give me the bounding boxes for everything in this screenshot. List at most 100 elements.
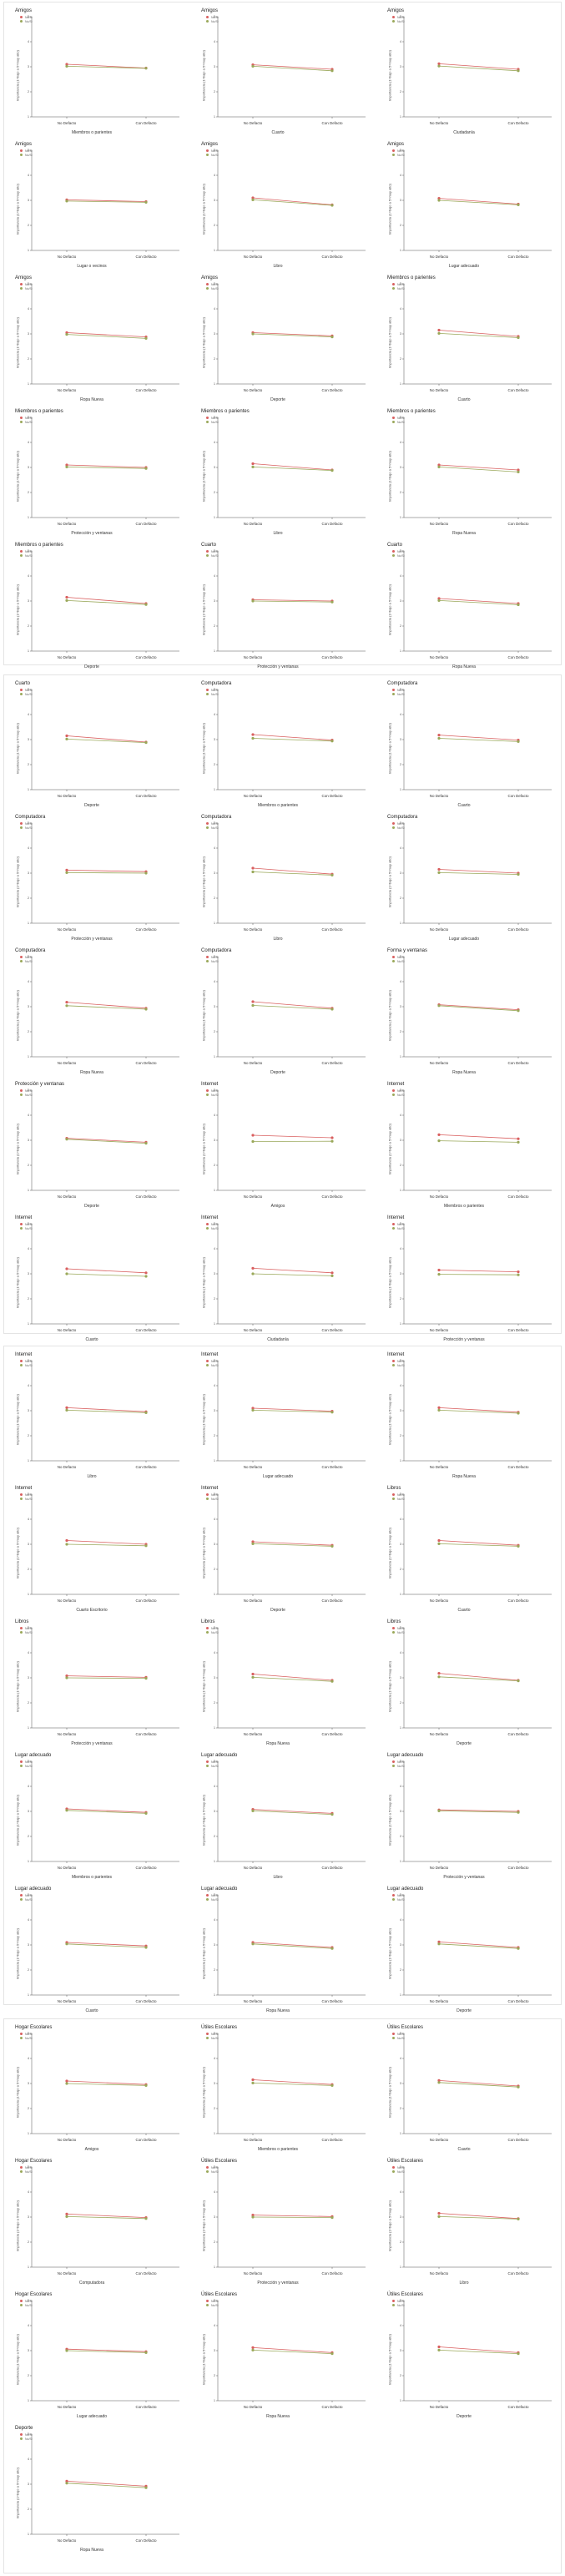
legend-item: No/Sí — [20, 1764, 33, 1768]
y-axis-label: Importancia (1=bajo a 5=muy alto) — [201, 317, 206, 368]
panel-title: Miembros o parientes — [201, 409, 250, 414]
legend-item: No/Sí — [392, 1497, 405, 1501]
x-tick-label: Con Defacto — [321, 121, 343, 125]
x-tick-label: No Defacto — [243, 1599, 263, 1603]
y-tick-label: 4 — [400, 574, 401, 578]
panel-title: Computadora — [15, 815, 46, 820]
chart-panel: 1 2 3 4 5 Computadora Importancia (1=bajo a 5=… — [8, 947, 194, 1082]
y-tick-label: 3 — [28, 871, 29, 875]
y-tick-label: 3 — [28, 1543, 29, 1546]
chart-panel: 1 2 3 4 5 Computadora Importancia (1=bajo a 5=… — [381, 679, 565, 815]
y-tick-label: 1 — [28, 1189, 29, 1192]
legend-item: No/Sí — [20, 2299, 33, 2303]
y-axis-label: Importancia (1=bajo a 5=muy alto) — [15, 2334, 20, 2385]
legend-marker — [20, 1493, 23, 1496]
legend-label: No/Sí — [25, 2299, 33, 2303]
series-line — [252, 1677, 333, 1682]
legend-item: No/Sí — [392, 1359, 405, 1363]
y-tick-label: 1 — [214, 922, 215, 925]
x-tick-label: No Defacto — [57, 1195, 77, 1199]
legend-item: No/Sí — [20, 1897, 33, 1902]
legend: No/Sí No/Sí — [206, 1893, 219, 1902]
legend-label: No/Sí — [397, 1893, 405, 1897]
chart-svg: 1 2 3 4 5 — [400, 1222, 552, 1326]
legend-label: No/Sí — [211, 688, 219, 692]
y-tick-label: 2 — [400, 90, 401, 93]
legend-label: No/Sí — [211, 1493, 219, 1497]
legend-label: No/Sí — [25, 1497, 33, 1501]
y-tick-label: 4 — [28, 980, 29, 983]
chart-panel: 1 2 3 4 5 Amigos Importancia (1=bajo a 5=muy a… — [8, 7, 194, 142]
y-tick-label: 3 — [28, 1810, 29, 1813]
x-tick-label: Con Defacto — [321, 2138, 343, 2142]
x-axis-label: Protección y ventanas — [257, 664, 299, 669]
x-axis-label: Deporte — [84, 1204, 99, 1209]
legend: No/Sí No/Sí — [392, 282, 405, 290]
x-axis-label: Ropa Nueva — [80, 1070, 103, 1075]
legend-item: No/Sí — [392, 959, 405, 963]
data-point — [65, 2482, 68, 2485]
y-tick-label: 1 — [400, 2132, 401, 2135]
legend-item: No/Sí — [20, 2169, 33, 2174]
legend-item: No/Sí — [206, 2169, 219, 2174]
data-point — [517, 2217, 520, 2220]
legend-marker — [392, 2166, 395, 2169]
series-line — [252, 463, 333, 471]
x-axis-label: Ropa Nueva — [80, 397, 103, 402]
legend-label: No/Sí — [211, 2299, 219, 2303]
legend-item: No/Sí — [206, 420, 219, 424]
y-tick-label: 2 — [214, 2374, 215, 2377]
series-line — [66, 2483, 147, 2488]
y-tick-label: 3 — [28, 466, 29, 469]
data-point — [330, 2352, 334, 2356]
legend-item: No/Sí — [206, 286, 219, 290]
x-tick-label: No Defacto — [243, 121, 263, 125]
legend-item: No/Sí — [20, 1760, 33, 1764]
legend-label: No/Sí — [211, 959, 219, 963]
data-point — [65, 2215, 68, 2218]
legend-item: No/Sí — [20, 821, 33, 826]
y-tick-label: 1 — [28, 115, 29, 119]
data-point — [517, 470, 520, 473]
y-tick-label: 5 — [28, 688, 29, 691]
chart-panel: 1 2 3 4 5 Internet Importancia (1=bajo a 5=muy… — [194, 1484, 381, 1619]
y-tick-label: 3 — [28, 1676, 29, 1679]
y-tick-label: 5 — [28, 282, 29, 285]
y-tick-label: 1 — [400, 382, 401, 386]
chart-panel: 1 2 3 4 5 Libros Importancia (1=bajo a 5=muy a… — [194, 1618, 381, 1753]
data-point — [144, 1271, 148, 1275]
legend-label: No/Sí — [25, 416, 33, 420]
chart-panel: 1 2 3 4 5 Cuarto Importancia (1=bajo a 5=muy a… — [381, 541, 565, 676]
data-point — [517, 468, 520, 472]
data-point — [144, 1411, 148, 1414]
panel-title: Libros — [201, 1619, 215, 1624]
data-point — [144, 1946, 148, 1949]
series-line — [66, 1942, 147, 1947]
y-axis-label: Importancia (1=bajo a 5=muy alto) — [15, 317, 20, 368]
y-axis-label: Importancia (1=bajo a 5=muy alto) — [201, 2200, 206, 2251]
series-line — [252, 1811, 333, 1815]
panel-title: Cuarto — [201, 543, 217, 548]
legend-label: No/Sí — [25, 1893, 33, 1897]
legend-marker — [206, 2037, 209, 2039]
series-line — [252, 1268, 333, 1274]
legend-item: No/Sí — [392, 1363, 405, 1367]
series-line — [438, 1004, 519, 1010]
y-tick-label: 5 — [28, 1760, 29, 1763]
chart-panel: 1 2 3 4 5 Miembros o parientes Importancia (1=… — [194, 407, 381, 543]
data-point — [437, 1940, 441, 1943]
y-tick-label: 1 — [214, 2132, 215, 2135]
legend-label: No/Sí — [397, 692, 405, 696]
x-axis-label: Protección y ventanas — [257, 2281, 299, 2286]
x-tick-label: No Defacto — [57, 2538, 77, 2543]
chart-svg: 1 2 3 4 5 — [214, 2032, 366, 2135]
y-axis-label: Importancia (1=bajo a 5=muy alto) — [15, 1394, 20, 1445]
chart-panel: 1 2 3 4 5 Libros Importancia (1=bajo a 5=muy a… — [381, 1484, 565, 1619]
legend-marker — [206, 550, 209, 553]
legend-marker — [206, 1627, 209, 1629]
legend: No/Sí No/Sí — [392, 1222, 405, 1230]
y-tick-label: 2 — [400, 897, 401, 900]
legend-item: No/Sí — [20, 1088, 33, 1093]
y-tick-label: 1 — [400, 249, 401, 252]
data-point — [437, 64, 441, 68]
